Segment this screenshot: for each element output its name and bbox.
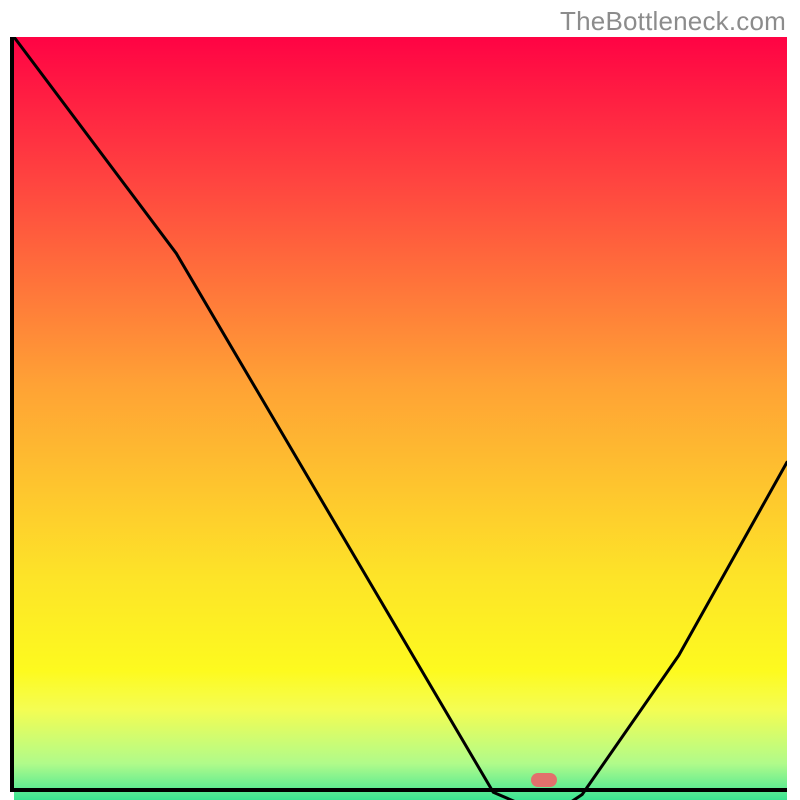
bottleneck-chart-root: { "watermark": { "text": "TheBottleneck.… <box>0 0 800 800</box>
y-axis-line <box>10 37 14 792</box>
x-axis-line <box>10 788 787 792</box>
optimal-marker <box>531 773 557 787</box>
watermark-text: TheBottleneck.com <box>560 6 786 37</box>
plot-area <box>14 37 787 788</box>
bottleneck-curve <box>14 37 787 800</box>
